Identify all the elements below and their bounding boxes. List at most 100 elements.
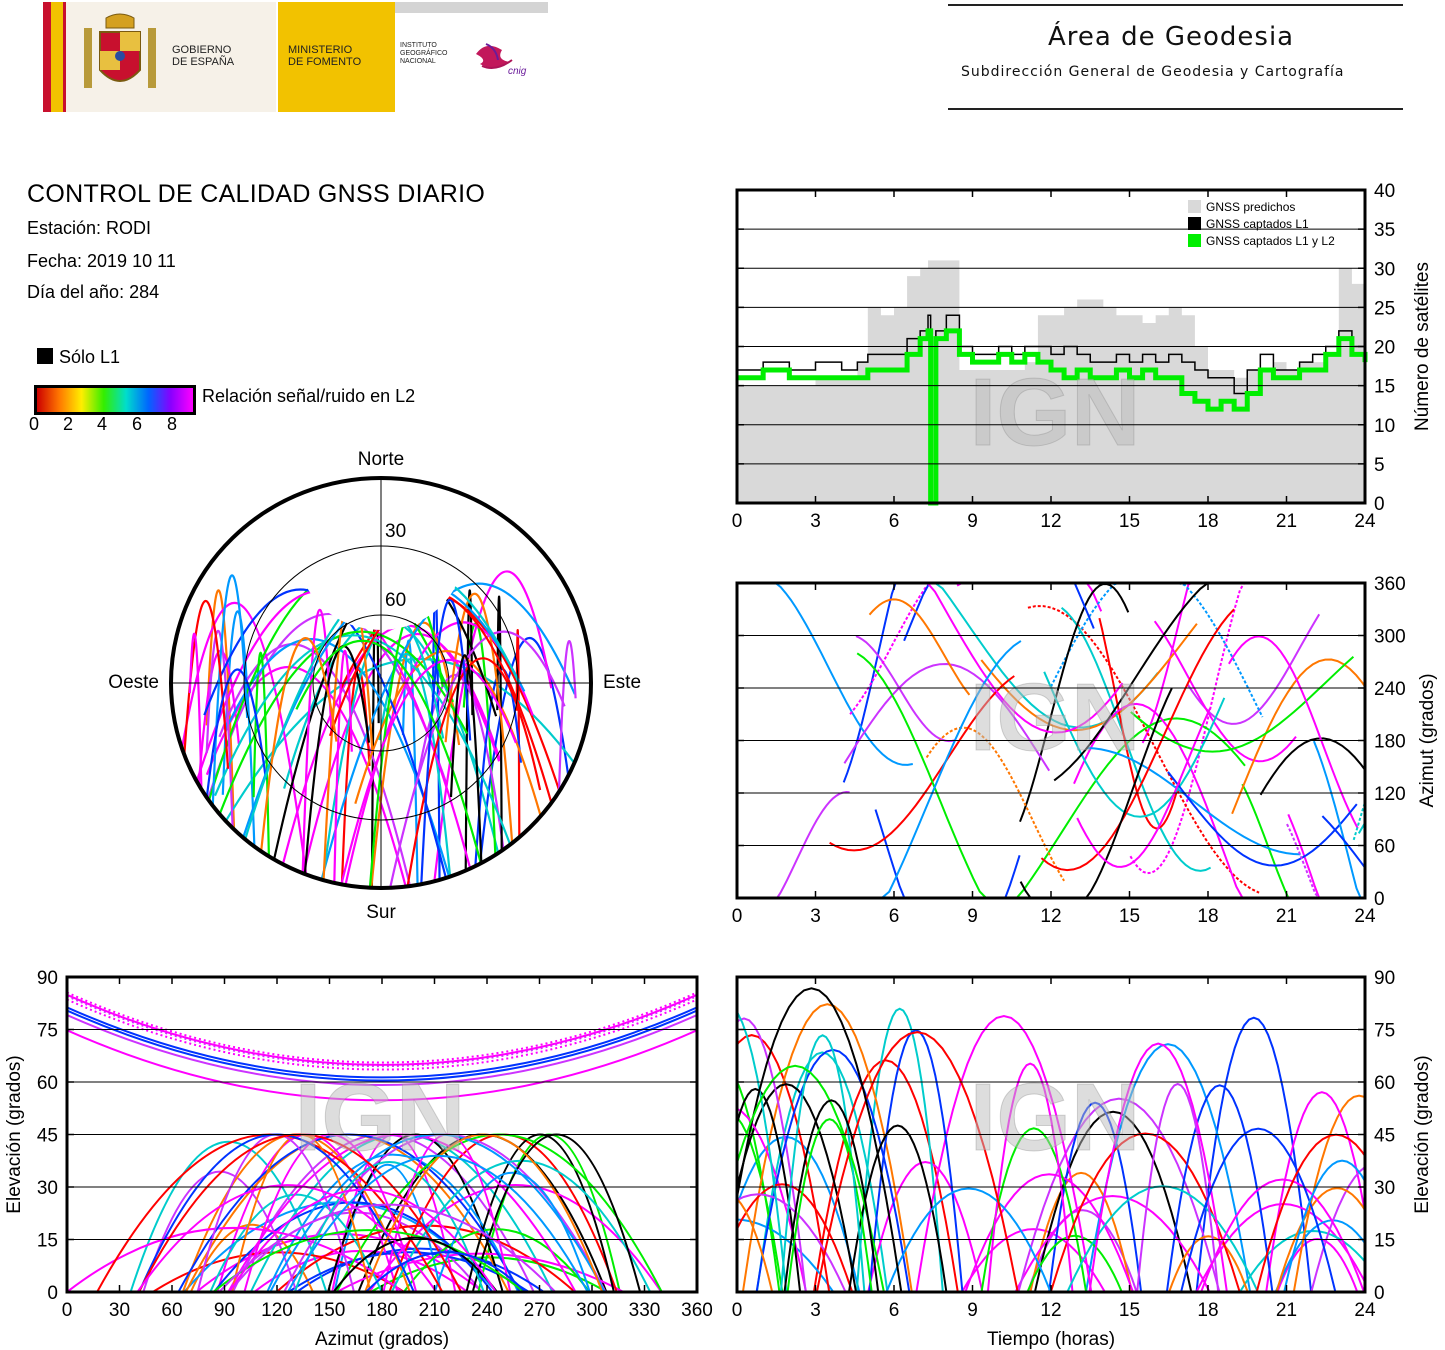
- label-north: Norte: [358, 449, 404, 470]
- x-tick-label: 9: [967, 511, 978, 532]
- azimuth-tracks: [750, 583, 1365, 898]
- ring-label-60: 60: [385, 590, 406, 611]
- x-tick-label: 18: [1197, 511, 1218, 532]
- azimuth-track: [1228, 635, 1359, 829]
- y-tick-label: 45: [37, 1126, 58, 1147]
- y-tick-label: 60: [37, 1073, 58, 1094]
- elev-time-track: [1195, 1016, 1313, 1292]
- elev-time-track: [1029, 1171, 1133, 1292]
- y-axis-label: Elevación (grados): [4, 1055, 25, 1213]
- y-tick-label: 90: [37, 968, 58, 989]
- station-label: Estación: RODI: [27, 218, 152, 238]
- elev-time-track: [1168, 1235, 1249, 1292]
- azimuth-track: [1019, 583, 1130, 823]
- sky-track: [205, 589, 237, 888]
- ign-watermark: IGN: [295, 1064, 466, 1171]
- elev-time-track: [737, 1064, 885, 1292]
- elev-az-track: [67, 1029, 697, 1102]
- elev-time-track: [1310, 1165, 1365, 1292]
- x-tick-label: 18: [1197, 906, 1218, 927]
- elev-time-track: [737, 1107, 808, 1292]
- ign-text: INSTITUTO GEOGRÁFICO NACIONAL: [400, 42, 447, 66]
- x-tick-label: 15: [1119, 1300, 1140, 1321]
- elev-az-track: [287, 1155, 589, 1292]
- azimuth-track: [1141, 583, 1249, 744]
- x-tick-label: 0: [732, 906, 743, 927]
- elev-time-track: [986, 1062, 1074, 1292]
- sky-track: [333, 649, 353, 888]
- x-tick-label: 15: [1119, 906, 1140, 927]
- legend-entry: GNSS predichos: [1206, 200, 1295, 214]
- elev-time-track: [737, 1083, 857, 1292]
- elev-az-track: [477, 1133, 621, 1292]
- elev-time-track: [737, 1010, 788, 1292]
- x-tick-label: 270: [524, 1300, 556, 1321]
- snr-tick-4: 4: [97, 414, 108, 434]
- cnig-text: cnig: [508, 66, 527, 77]
- elev-az-track: [390, 1159, 652, 1292]
- flag-stripe-red-2: [63, 2, 66, 112]
- elev-time-track: [737, 1135, 861, 1292]
- azimuth-track: [1167, 771, 1358, 867]
- x-tick-label: 360: [681, 1300, 713, 1321]
- elev-time-track: [812, 1059, 959, 1292]
- sky-track: [449, 654, 484, 888]
- azimuth-track: [1130, 656, 1355, 753]
- azimuth-track: [1287, 814, 1365, 898]
- label-west: Oeste: [108, 672, 159, 693]
- coat-of-arms-icon: [84, 13, 156, 88]
- sky-track: [208, 574, 249, 888]
- y-tick-label: 0: [1374, 1283, 1385, 1304]
- elev-time-track: [737, 987, 903, 1292]
- sky-track: [339, 658, 517, 888]
- azimuth-track: [801, 640, 1022, 898]
- x-tick-label: 24: [1354, 511, 1376, 532]
- x-tick-label: 24: [1354, 906, 1376, 927]
- ministerio-block: MINISTERIO DE FOMENTO: [278, 2, 395, 112]
- snr-tick-8: 8: [167, 414, 178, 434]
- x-tick-label: 240: [471, 1300, 503, 1321]
- sky-track: [420, 598, 472, 888]
- elev-az-track: [142, 1170, 298, 1292]
- elev-az-track: [67, 1009, 697, 1082]
- elev-time-track: [741, 1003, 913, 1292]
- y-tick-label: 30: [1374, 1178, 1395, 1199]
- snr-tick-6: 6: [132, 414, 143, 434]
- sky-track: [205, 629, 236, 888]
- azimuth-track: [1186, 613, 1321, 725]
- x-tick-label: 6: [889, 1300, 900, 1321]
- y-tick-label: 180: [1374, 732, 1406, 753]
- elev-time-track: [1026, 1234, 1123, 1292]
- ign-watermark: IGN: [970, 1064, 1141, 1171]
- area-bottom-rule: [948, 108, 1403, 110]
- y-tick-label: 300: [1374, 627, 1406, 648]
- sky-border: [169, 476, 593, 890]
- elev-time-track: [1088, 1042, 1228, 1292]
- y-tick-label: 15: [1374, 1231, 1395, 1252]
- elev-az-track: [218, 1203, 557, 1292]
- azimuth-track: [1040, 608, 1235, 872]
- plot-border: [65, 975, 699, 1294]
- azimuth-track: [1153, 620, 1297, 763]
- elev-az-track: [67, 993, 697, 1066]
- elev-az-track: [67, 998, 697, 1071]
- legend-swatch: [1188, 217, 1201, 230]
- elev-time-track: [737, 1017, 807, 1292]
- x-tick-label: 90: [214, 1300, 235, 1321]
- elev-az-track: [293, 1161, 485, 1292]
- x-tick-label: 3: [810, 511, 821, 532]
- cnig-logo-icon: cnig: [476, 43, 527, 77]
- x-tick-label: 150: [314, 1300, 346, 1321]
- x-tick-label: 21: [1276, 1300, 1297, 1321]
- azimuth-track: [750, 790, 850, 898]
- elev-az-track: [67, 1226, 404, 1292]
- sky-track: [302, 645, 371, 888]
- azimuth-track: [855, 635, 956, 743]
- x-tick-label: 60: [161, 1300, 182, 1321]
- area-header: Área de Geodesia Subdirección General de…: [948, 0, 1408, 112]
- azimuth-track: [849, 583, 1000, 715]
- y-tick-label: 0: [1374, 494, 1385, 515]
- label-south: Sur: [366, 902, 396, 923]
- min-line2: DE FOMENTO: [288, 56, 362, 68]
- x-tick-label: 21: [1276, 511, 1297, 532]
